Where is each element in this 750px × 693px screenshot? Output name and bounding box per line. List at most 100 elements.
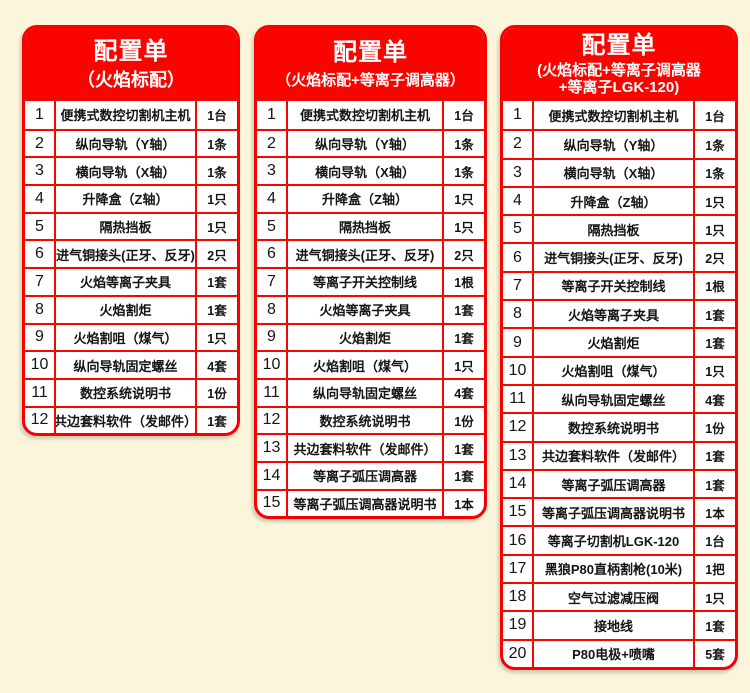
table-row: 8 火焰等离子夹具 1套	[503, 299, 735, 328]
item-name: 横向导轨（X轴）	[288, 158, 444, 185]
row-number: 9	[25, 324, 56, 351]
item-quantity: 1只	[454, 359, 474, 374]
table-row: 18 空气过滤减压阀 1只	[503, 582, 735, 611]
item-name: 接地线	[534, 612, 695, 639]
table-row: 11 数控系统说明书 1份	[25, 377, 237, 406]
item-name: 数控系统说明书	[288, 407, 444, 434]
item-name: 升降盒（Z轴）	[288, 186, 444, 212]
item-name: P80电极+喷嘴	[534, 640, 695, 667]
table-row: 10 火焰割咀（煤气） 1只	[257, 350, 484, 378]
table-row: 3 横向导轨（X轴） 1条	[257, 156, 484, 185]
table-header: 配置单 （火焰标配）	[25, 28, 237, 101]
table-title: 配置单	[581, 32, 657, 60]
row-number: 7	[503, 272, 534, 300]
item-quantity: 1套	[454, 331, 474, 346]
item-quantity: 2只	[705, 252, 725, 267]
item-quantity: 1套	[705, 478, 725, 493]
item-name: 等离子切割机LGK-120	[534, 527, 695, 554]
row-number: 10	[257, 352, 288, 378]
item-quantity: 4套	[207, 359, 227, 374]
item-name: 升降盒（Z轴）	[534, 187, 695, 215]
item-quantity: 1条	[454, 165, 474, 180]
item-name: 隔热挡板	[56, 213, 197, 240]
row-number: 11	[503, 385, 534, 413]
row-number: 8	[257, 296, 288, 323]
table-body: 1 便携式数控切割机主机 1台 2 纵向导轨（Y轴） 1条 3 横向导轨（X轴）…	[25, 101, 237, 434]
table-row: 1 便携式数控切割机主机 1台	[503, 101, 735, 130]
table-row: 3 横向导轨（X轴） 1条	[503, 157, 735, 186]
row-number: 12	[257, 407, 288, 434]
item-quantity: 1台	[207, 109, 227, 124]
row-number: 3	[25, 158, 56, 185]
table-row: 12 数控系统说明书 1份	[257, 405, 484, 434]
item-quantity: 1本	[705, 506, 725, 521]
row-number: 1	[503, 101, 534, 130]
table-row: 12 共边套料软件（发邮件） 1套	[25, 405, 237, 434]
item-quantity: 1台	[454, 109, 474, 124]
item-quantity: 1套	[207, 304, 227, 319]
table-row: 13 共边套料软件（发邮件） 1套	[257, 433, 484, 461]
row-number: 8	[25, 296, 56, 323]
item-name: 横向导轨（X轴）	[56, 158, 197, 185]
row-number: 2	[257, 130, 288, 157]
table-row: 6 进气铜接头(正牙、反牙) 2只	[25, 239, 237, 268]
item-name: 隔热挡板	[288, 213, 444, 240]
row-number: 13	[257, 435, 288, 461]
item-quantity: 1套	[454, 442, 474, 457]
item-name: 便携式数控切割机主机	[56, 101, 197, 129]
row-number: 6	[25, 241, 56, 268]
item-quantity: 1本	[454, 497, 474, 512]
row-number: 11	[25, 379, 56, 406]
item-quantity: 4套	[454, 387, 474, 402]
table-title: 配置单	[333, 39, 408, 67]
row-number: 11	[257, 379, 288, 406]
config-table-flame-standard: 配置单 （火焰标配） 1 便携式数控切割机主机 1台 2 纵向导轨（Y轴） 1条…	[22, 25, 240, 437]
table-row: 2 纵向导轨（Y轴） 1条	[503, 129, 735, 158]
item-name: 进气铜接头(正牙、反牙)	[288, 241, 444, 268]
item-quantity: 1台	[705, 109, 725, 124]
table-row: 10 纵向导轨固定螺丝 4套	[25, 350, 237, 378]
row-number: 14	[503, 470, 534, 498]
item-quantity: 1套	[454, 304, 474, 319]
item-quantity: 1根	[454, 276, 474, 291]
table-header: 配置单 （火焰标配+等离子调高器）	[257, 28, 484, 101]
item-name: 纵向导轨（Y轴）	[288, 130, 444, 157]
row-number: 6	[257, 241, 288, 268]
row-number: 9	[257, 324, 288, 351]
item-name: 等离子开关控制线	[534, 272, 695, 300]
item-name: 数控系统说明书	[56, 379, 197, 406]
item-quantity: 1条	[705, 138, 725, 153]
item-quantity: 4套	[705, 393, 725, 408]
item-quantity: 1套	[207, 276, 227, 291]
item-quantity: 1只	[705, 195, 725, 210]
table-row: 3 横向导轨（X轴） 1条	[25, 156, 237, 185]
item-name: 隔热挡板	[534, 216, 695, 243]
config-tables-container: 配置单 （火焰标配） 1 便携式数控切割机主机 1台 2 纵向导轨（Y轴） 1条…	[22, 25, 738, 670]
item-quantity: 5套	[705, 648, 725, 663]
config-table-flame-plus-lgk120: 配置单 (火焰标配+等离子调高器 +等离子LGK-120) 1 便携式数控切割机…	[500, 25, 738, 670]
item-name: 火焰割咀（煤气）	[56, 324, 197, 351]
item-quantity: 1只	[705, 223, 725, 238]
row-number: 12	[503, 414, 534, 441]
item-quantity: 1条	[207, 138, 227, 153]
table-row: 8 火焰等离子夹具 1套	[257, 294, 484, 323]
row-number: 3	[257, 158, 288, 185]
table-row: 17 黑狼P80直柄割枪(10米) 1把	[503, 553, 735, 583]
table-header: 配置单 (火焰标配+等离子调高器 +等离子LGK-120)	[503, 28, 735, 101]
item-quantity: 1份	[705, 421, 725, 436]
table-row: 12 数控系统说明书 1份	[503, 412, 735, 441]
row-number: 14	[257, 462, 288, 489]
item-name: 便携式数控切割机主机	[288, 101, 444, 129]
row-number: 5	[25, 213, 56, 240]
item-name: 火焰等离子夹具	[288, 296, 444, 323]
item-name: 火焰等离子夹具	[56, 269, 197, 295]
table-row: 6 进气铜接头(正牙、反牙) 2只	[257, 239, 484, 268]
item-name: 纵向导轨固定螺丝	[288, 379, 444, 406]
item-quantity: 1根	[705, 280, 725, 295]
row-number: 3	[503, 159, 534, 186]
table-row: 5 隔热挡板 1只	[257, 211, 484, 240]
table-row: 10 火焰割咀（煤气） 1只	[503, 355, 735, 384]
table-row: 15 等离子弧压调高器说明书 1本	[503, 497, 735, 526]
table-row: 11 纵向导轨固定螺丝 4套	[257, 377, 484, 406]
item-quantity: 1条	[207, 165, 227, 180]
